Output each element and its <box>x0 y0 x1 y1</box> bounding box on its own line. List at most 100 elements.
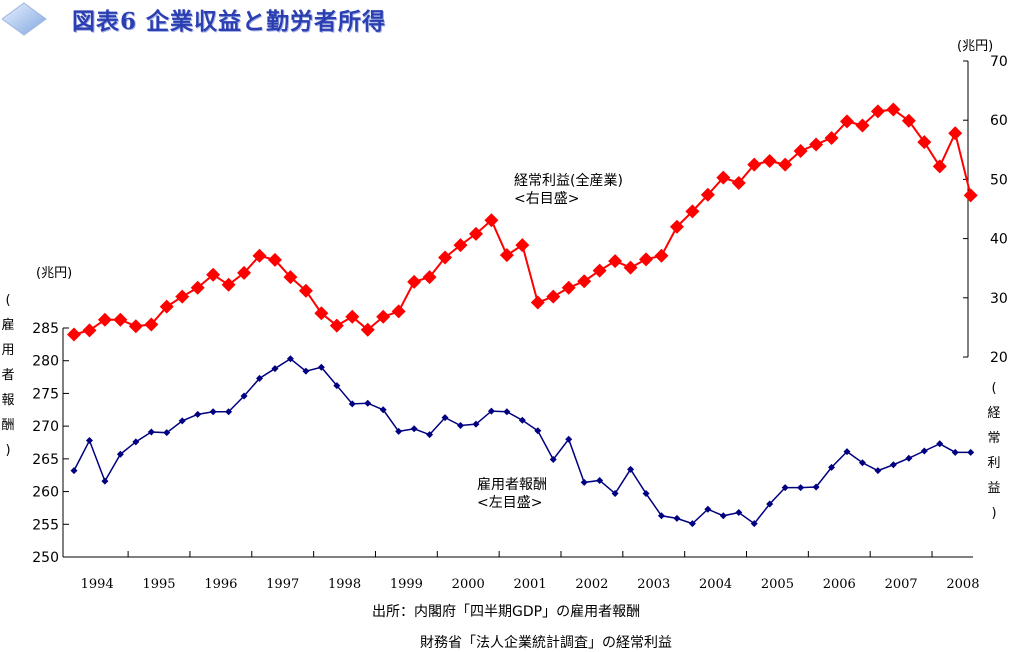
comp-point <box>812 483 820 491</box>
left-axis-tick-label: 265 <box>32 452 59 468</box>
profit-point <box>809 137 824 152</box>
x-axis-tick-label: 1999 <box>390 577 423 592</box>
profit-point <box>886 102 901 117</box>
left-axis-tick-label: 270 <box>32 419 59 435</box>
profit-point <box>190 280 205 295</box>
comp-point <box>317 363 325 371</box>
profit-point <box>391 304 406 319</box>
comp-point <box>487 407 495 415</box>
profit-point <box>206 267 221 282</box>
comp-point <box>457 421 464 429</box>
right-axis-tick-label: 30 <box>990 291 1008 307</box>
comp-point <box>518 416 526 424</box>
comp-point <box>163 429 171 437</box>
left-axis-tick-label: 275 <box>32 386 59 402</box>
x-axis-tick-label: 2008 <box>946 577 979 592</box>
profit-point <box>345 309 360 324</box>
comp-point <box>781 484 789 492</box>
profit-point <box>592 263 607 278</box>
profit-point <box>530 295 545 310</box>
right-axis-tick-label: 60 <box>990 113 1008 129</box>
right-axis-tick-label: 20 <box>990 350 1008 366</box>
comp-point <box>719 512 727 520</box>
comp-point <box>364 399 372 407</box>
profit-point <box>623 260 638 275</box>
comp-point <box>194 410 202 418</box>
x-axis-tick-label: 1997 <box>266 577 299 592</box>
profit-point <box>793 143 808 158</box>
comp-point <box>596 476 604 484</box>
comp-point <box>905 454 913 462</box>
profit-point <box>669 219 684 234</box>
profit-point <box>221 277 236 292</box>
comp-point <box>534 427 542 435</box>
comp-point <box>395 427 403 435</box>
right-axis-tick-label: 70 <box>990 54 1008 70</box>
comp-point <box>209 408 217 416</box>
left-unit-label: (兆円) <box>36 266 73 281</box>
profit-point <box>608 254 623 269</box>
right-axis-title: (経常利益) <box>987 381 1001 521</box>
profit-point <box>237 265 252 280</box>
comp-point <box>549 456 557 464</box>
profit-point <box>360 322 375 337</box>
comp-point <box>333 382 341 390</box>
profit-point <box>948 126 963 141</box>
profit-point <box>546 289 561 304</box>
chart-title: 図表6 企業収益と勤労者所得 <box>72 8 387 35</box>
profit-point <box>855 118 870 133</box>
comp-point <box>874 467 882 475</box>
x-axis-tick-label: 1998 <box>328 577 361 592</box>
profit-point <box>901 113 916 128</box>
left-axis-tick-label: 280 <box>32 354 59 370</box>
profit-point <box>82 323 97 338</box>
comp-point <box>797 484 805 492</box>
comp-point <box>889 461 897 469</box>
profit-point <box>870 104 885 119</box>
comp-point <box>503 408 511 416</box>
profit-point <box>731 175 746 190</box>
profit-point <box>283 270 298 285</box>
comp-point <box>766 500 774 508</box>
comp-point <box>627 465 635 473</box>
profit-point <box>654 248 669 263</box>
right-axis-tick-label: 50 <box>990 172 1008 188</box>
comp-point <box>673 514 681 522</box>
left-axis-tick-label: 260 <box>32 485 59 501</box>
profit-point <box>577 274 592 289</box>
profit-point <box>453 238 468 253</box>
profit-point <box>314 306 329 321</box>
profit-point <box>407 274 422 289</box>
comp-point <box>147 428 155 436</box>
profit-point <box>468 226 483 241</box>
source-line-1: 出所：内閣府「四半期GDP」の雇用者報酬 <box>372 604 641 620</box>
comp-point <box>967 448 975 456</box>
comp-annotation-line2: <左目盛> <box>477 495 543 511</box>
comp-point <box>302 367 310 375</box>
right-unit-label: (兆円) <box>957 39 994 54</box>
comp-point <box>565 435 573 443</box>
profit-point <box>113 312 128 327</box>
comp-point <box>735 509 743 517</box>
profit-point <box>97 312 112 327</box>
x-axis-tick-label: 2001 <box>514 577 547 592</box>
comp-point <box>843 448 851 456</box>
source-line-2: 財務省「法人企業統計調査」の経常利益 <box>420 635 672 651</box>
comp-point <box>704 505 712 513</box>
comp-point <box>225 408 233 416</box>
comp-point <box>828 463 836 471</box>
comp-point <box>101 477 109 485</box>
comp-point <box>70 467 78 475</box>
comp-point <box>441 414 449 422</box>
comp-point <box>580 478 588 486</box>
comp-point <box>951 448 959 456</box>
profit-point <box>716 170 731 185</box>
profit-point <box>484 213 499 228</box>
x-axis-tick-label: 2003 <box>637 577 670 592</box>
left-axis-tick-label: 285 <box>32 321 59 337</box>
comp-point <box>657 512 665 520</box>
profit-point <box>685 204 700 219</box>
comp-point <box>410 425 418 433</box>
profit-point <box>762 154 777 169</box>
